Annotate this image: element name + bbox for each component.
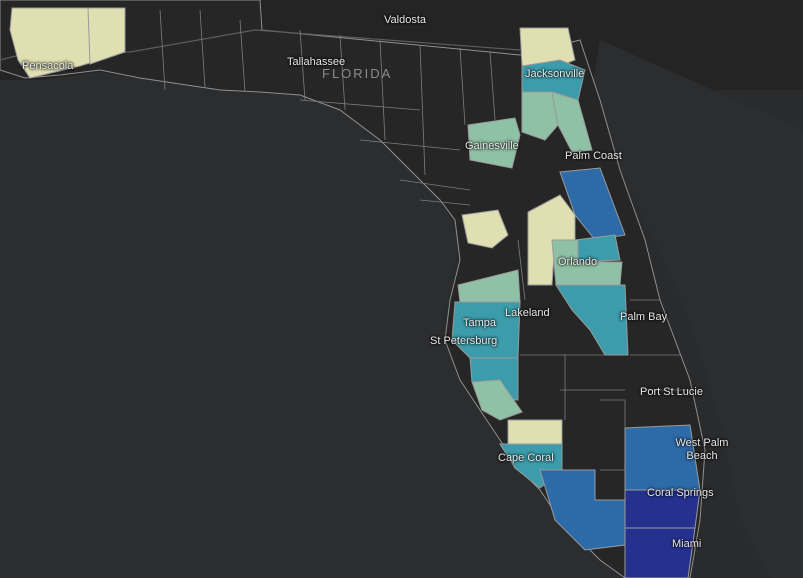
county-charlotte[interactable] [507,419,563,445]
city-label-valdosta: Valdosta [384,14,426,26]
county-alachua[interactable] [467,117,521,169]
county-clay[interactable] [521,91,559,141]
county-miami-dade[interactable] [624,527,696,578]
city-label-tallahassee: Tallahassee [287,56,346,68]
gulf-water [0,72,620,578]
state-border [0,29,521,61]
county-lines [159,9,690,471]
city-label-palm-bay: Palm Bay [620,311,668,323]
city-label-jacksonville: Jacksonville [525,68,585,80]
city-label-palm-coast: Palm Coast [565,150,622,162]
city-label-st-petersburg: St Petersburg [430,335,498,347]
city-label-tampa: Tampa [463,317,497,329]
city-label-cape-coral: Cape Coral [498,452,554,464]
city-label-west-palm-beach: West Palm Beach [675,437,729,462]
county-citrus[interactable] [461,209,509,249]
county-santa-rosa[interactable] [87,7,126,65]
city-label-gainesville: Gainesville [465,140,519,152]
county-st-johns[interactable] [551,91,593,153]
city-label-orlando: Orlando [558,256,598,268]
county-sarasota[interactable] [471,379,523,421]
atlantic-water [590,40,803,578]
city-label-miami: Miami [672,538,702,550]
city-label-lakeland: Lakeland [505,307,550,319]
city-label-pensacola: Pensacola [22,60,74,72]
city-label-coral-springs: Coral Springs [647,487,714,499]
state-label: FLORIDA [322,66,393,81]
city-label-port-st-lucie: Port St Lucie [640,386,703,398]
